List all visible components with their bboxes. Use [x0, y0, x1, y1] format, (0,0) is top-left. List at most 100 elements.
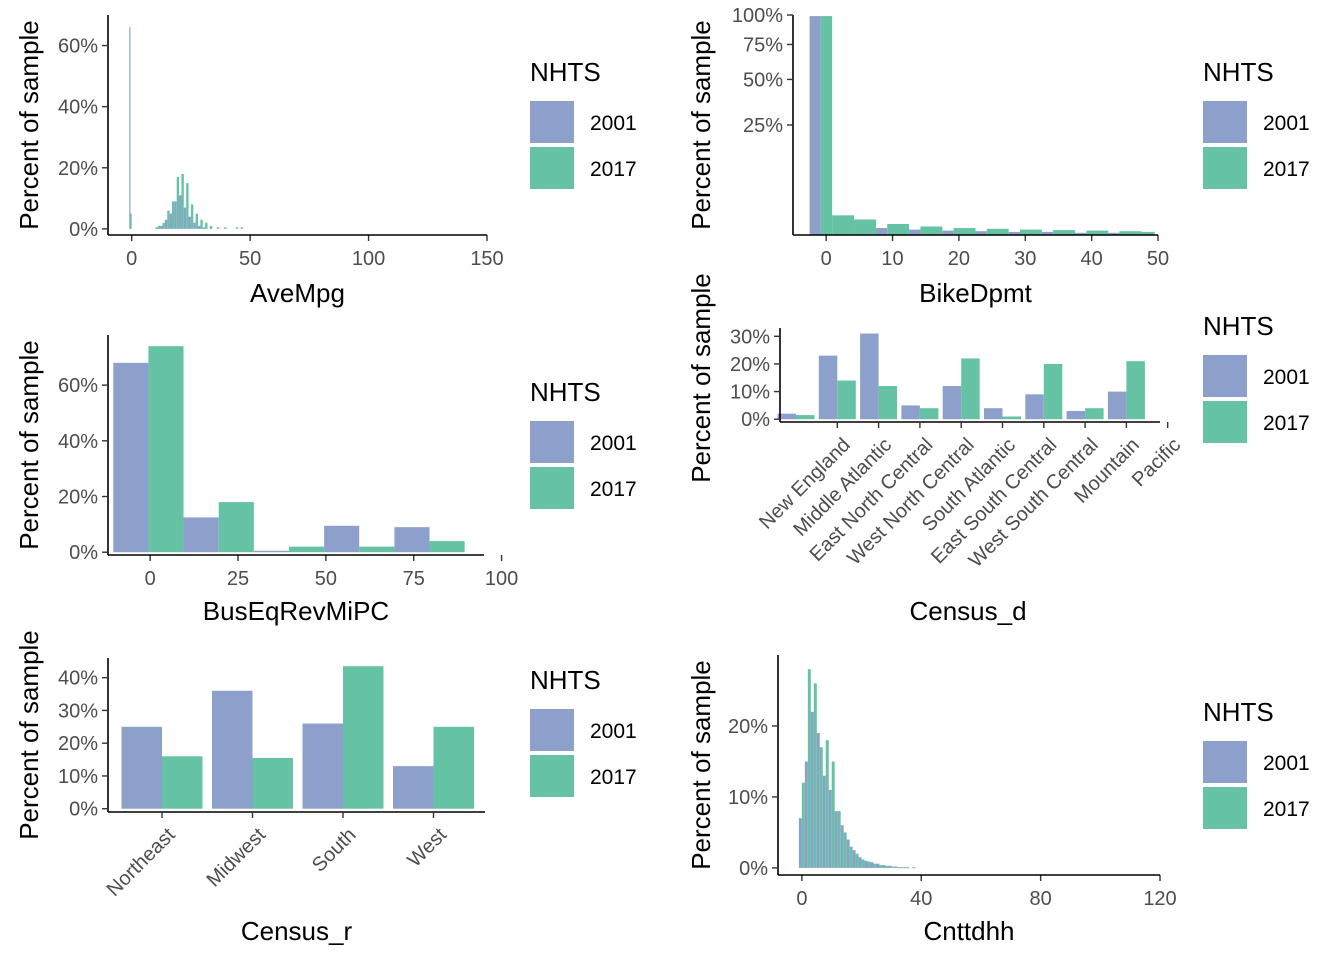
x-tick-label: Northeast — [103, 824, 180, 901]
y-tick-label: 0% — [69, 542, 98, 564]
legend-avempg: NHTS 2001 2017 — [530, 57, 637, 189]
bar-2001-4 — [394, 527, 430, 553]
x-tick-label: 30 — [1014, 248, 1036, 270]
x-tick-label: 75 — [403, 568, 425, 590]
bar-2017-2 — [878, 386, 898, 420]
bar-2001-2 — [875, 228, 888, 235]
y-tick-label: 40% — [58, 431, 98, 453]
y-axis-title: Percent of sample — [14, 630, 44, 840]
bar-2001-1 — [804, 761, 808, 868]
bar-2001-9 — [852, 850, 856, 868]
bar-2017-4 — [171, 201, 175, 229]
x-tick-label: 50 — [1147, 248, 1169, 270]
bar-2017-3 — [887, 224, 910, 235]
legend-label: 2017 — [1263, 158, 1310, 181]
x-tick-label: 50 — [239, 248, 261, 270]
bar-2017-16 — [897, 867, 901, 869]
x-tick-label: 80 — [1030, 888, 1052, 910]
bar-2001-3 — [324, 525, 360, 553]
x-tick-label: 40 — [1081, 248, 1103, 270]
y-tick-label: 40% — [58, 97, 98, 119]
bar-2001-4 — [942, 386, 962, 420]
bar-2001-10 — [858, 857, 862, 868]
legend-title: NHTS — [1203, 311, 1274, 341]
x-axis-title: AveMpg — [250, 278, 345, 308]
bar-2017-6 — [1043, 363, 1063, 420]
bar-2017-11 — [1141, 231, 1155, 235]
panel-buseq: 0 25 50 75 100 0% 20% 40% 60% BusEqRevMiPC Percent… — [14, 335, 637, 626]
bar-2001-8 — [1075, 232, 1087, 235]
legend-label: 2017 — [590, 766, 637, 789]
y-axis-title: Percent of sample — [686, 660, 716, 870]
bar-2001-0 — [777, 413, 796, 420]
x-axis-title: BikeDpmt — [919, 278, 1032, 308]
bar-2001-6 — [834, 811, 838, 868]
x-axis-title: Census_r — [241, 916, 353, 946]
bar-2017-2 — [162, 222, 165, 229]
x-tick-label: 20 — [948, 248, 970, 270]
bar-2017-9 — [855, 853, 859, 868]
bar-2001-6 — [1008, 231, 1020, 235]
bar-2001-8 — [1107, 391, 1127, 420]
bars-cnttdhh — [798, 669, 916, 869]
bar-2017-5 — [176, 176, 180, 229]
y-tick-label: 0% — [741, 409, 770, 431]
panel-bikedpmt: 0 10 20 30 40 50 25% 50% 75% 100% BikeDpmt Percent … — [686, 5, 1310, 308]
bar-2001-3 — [909, 229, 921, 235]
bar-2017-4 — [429, 541, 465, 553]
bar-2001-14 — [882, 865, 886, 868]
bar-2017-9 — [1086, 230, 1109, 235]
y-tick-label: 20% — [728, 716, 768, 738]
legend-label: 2001 — [590, 720, 637, 743]
legend-census_r: NHTS 2001 2017 — [530, 665, 637, 797]
y-tick-label: 10% — [58, 766, 98, 788]
bar-2017-0 — [796, 415, 815, 420]
y-tick-label: 10% — [728, 787, 768, 809]
bar-2017-0 — [130, 213, 132, 229]
x-tick-label: 120 — [1143, 888, 1176, 910]
x-axis-title: Census_d — [909, 596, 1026, 626]
y-axis-title: Percent of sample — [14, 20, 44, 230]
y-tick-label: 25% — [743, 115, 783, 137]
bar-2017-8 — [190, 204, 194, 229]
y-tick-label: 30% — [730, 326, 770, 348]
bar-2017-0 — [162, 756, 203, 809]
bar-2017-15 — [235, 227, 239, 229]
bar-2001-4 — [822, 775, 826, 868]
bar-2017-8 — [849, 846, 853, 868]
bar-2017-2 — [854, 219, 876, 235]
bar-2001-15 — [888, 865, 892, 868]
legend-label: 2001 — [1263, 112, 1310, 135]
bar-2001-3 — [816, 733, 820, 868]
bar-2017-7 — [843, 832, 847, 868]
y-tick-label: 20% — [58, 733, 98, 755]
legend-title: NHTS — [530, 665, 601, 695]
bar-2017-3 — [433, 726, 474, 809]
bar-2001-0 — [121, 726, 162, 809]
legend-label: 2017 — [590, 478, 637, 501]
bar-2001-3 — [164, 219, 168, 229]
bar-2017-5 — [831, 761, 835, 868]
bar-2017-16 — [240, 227, 244, 229]
bar-2017-3 — [919, 408, 939, 420]
bar-2017-15 — [891, 866, 895, 868]
x-tick-label: 40 — [910, 888, 932, 910]
x-tick-label: 100 — [352, 248, 385, 270]
bar-2017-13 — [879, 865, 883, 868]
bar-2017-1 — [157, 225, 161, 229]
bar-2001-0 — [113, 362, 149, 553]
bar-2017-4 — [825, 740, 829, 868]
bar-2017-12 — [209, 225, 213, 229]
bar-2001-0 — [129, 27, 131, 229]
bar-2017-4 — [920, 226, 943, 235]
bar-2001-4 — [942, 230, 954, 235]
legend-label: 2001 — [1263, 752, 1310, 775]
y-tick-label: 10% — [730, 382, 770, 404]
bar-2017-8 — [1126, 361, 1145, 420]
bar-2001-2 — [302, 723, 343, 809]
bar-2001-1 — [818, 355, 838, 420]
x-tick-label: West — [404, 824, 452, 872]
bar-2017-0 — [801, 782, 805, 868]
legend-title: NHTS — [530, 57, 601, 87]
bar-2001-5 — [975, 231, 987, 235]
